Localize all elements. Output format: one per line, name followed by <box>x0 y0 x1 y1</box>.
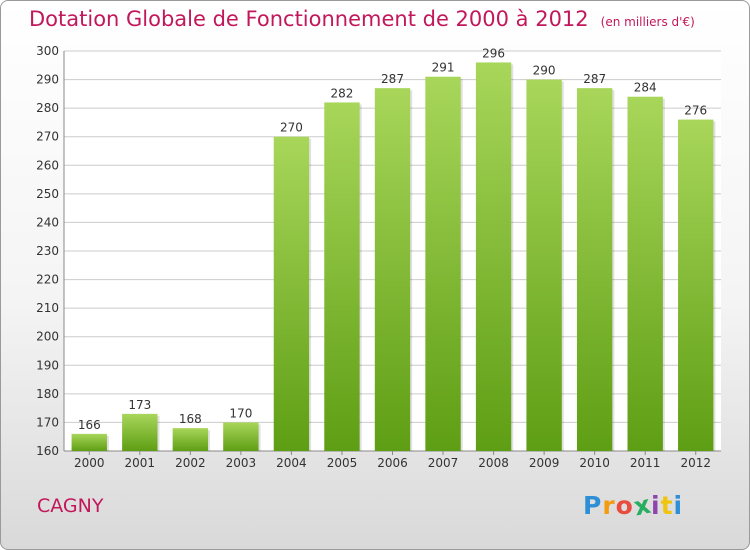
x-tick-label: 2000 <box>74 456 105 470</box>
bar <box>628 97 663 451</box>
bar <box>324 102 359 451</box>
data-label: 276 <box>684 104 707 118</box>
y-tick-label: 250 <box>36 187 59 201</box>
y-tick-label: 180 <box>36 387 59 401</box>
y-tick-label: 280 <box>36 101 59 115</box>
data-label: 168 <box>179 412 202 426</box>
y-tick-label: 230 <box>36 244 59 258</box>
bar <box>122 414 157 451</box>
y-tick-label: 290 <box>36 73 59 87</box>
x-tick-label: 2007 <box>428 456 459 470</box>
y-tick-label: 220 <box>36 273 59 287</box>
data-label: 282 <box>331 86 354 100</box>
y-tick-label: 170 <box>36 415 59 429</box>
data-label: 284 <box>634 81 657 95</box>
bar <box>526 80 561 451</box>
x-tick-label: 2008 <box>478 456 509 470</box>
bar <box>476 62 511 451</box>
data-label: 173 <box>128 398 151 412</box>
y-tick-label: 240 <box>36 215 59 229</box>
y-tick-label: 190 <box>36 358 59 372</box>
data-label: 287 <box>381 72 404 86</box>
logo-letter: t <box>661 491 674 520</box>
data-label: 296 <box>482 46 505 60</box>
data-label: 170 <box>229 406 252 420</box>
bar <box>173 428 208 451</box>
x-tick-label: 2004 <box>276 456 307 470</box>
bar <box>274 137 309 451</box>
data-label: 287 <box>583 72 606 86</box>
x-tick-label: 2009 <box>529 456 560 470</box>
logo-letter: r <box>602 491 615 520</box>
data-label: 270 <box>280 121 303 135</box>
x-tick-label: 2005 <box>327 456 358 470</box>
logo-letter: i <box>674 491 684 520</box>
data-label: 291 <box>432 61 455 75</box>
bar <box>223 422 258 451</box>
x-tick-label: 2012 <box>680 456 711 470</box>
bar <box>375 88 410 451</box>
x-tick-label: 2001 <box>125 456 156 470</box>
x-tick-label: 2003 <box>226 456 257 470</box>
bar <box>678 120 713 451</box>
y-tick-label: 270 <box>36 130 59 144</box>
y-tick-label: 300 <box>36 44 59 58</box>
data-label: 290 <box>533 64 556 78</box>
bar <box>425 77 460 451</box>
x-tick-label: 2002 <box>175 456 206 470</box>
y-tick-label: 260 <box>36 158 59 172</box>
y-tick-label: 210 <box>36 301 59 315</box>
x-tick-label: 2010 <box>579 456 610 470</box>
bar-chart: 160 170 180 190 200 210 220 230 240 250 260 270 280 2… <box>1 1 750 550</box>
chart-frame: Dotation Globale de Fonctionnement de 20… <box>0 0 750 550</box>
bar <box>72 434 107 451</box>
bar <box>577 88 612 451</box>
y-tick-label: 200 <box>36 330 59 344</box>
data-label: 166 <box>78 418 101 432</box>
y-tick-label: 160 <box>36 444 59 458</box>
x-tick-label: 2011 <box>630 456 661 470</box>
x-tick-label: 2006 <box>377 456 408 470</box>
logo-letter: P <box>583 491 602 520</box>
proxiti-logo: Proxiti <box>583 491 683 520</box>
commune-name: CAGNY <box>37 495 103 517</box>
